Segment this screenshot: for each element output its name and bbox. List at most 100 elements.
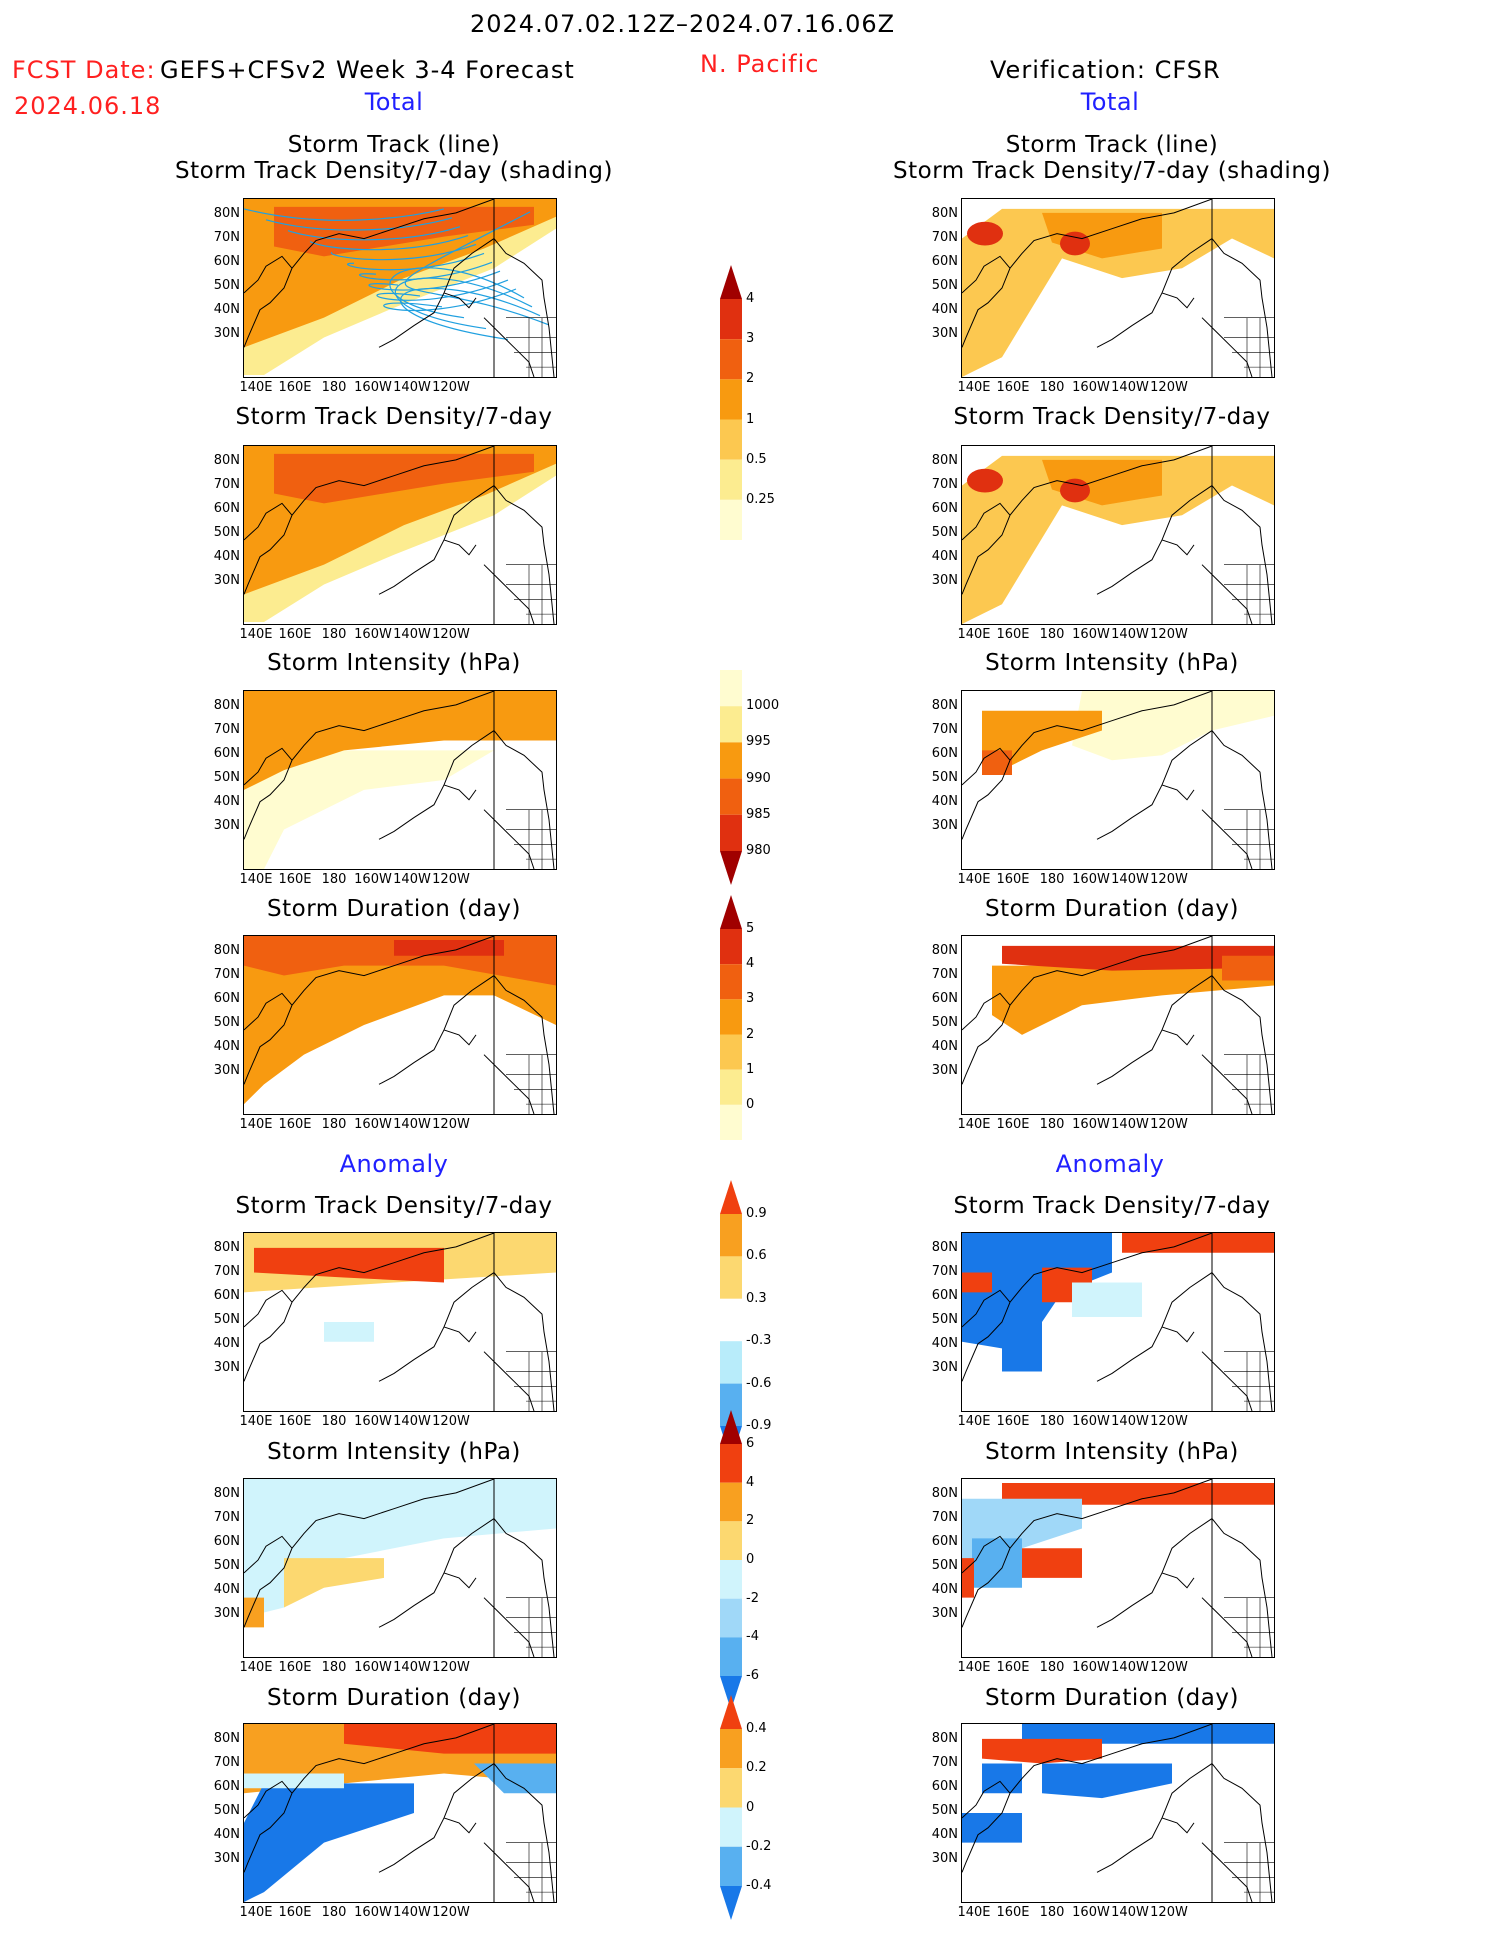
lat-tick-label: 30N [213,1360,240,1375]
lat-tick-label: 30N [213,1851,240,1866]
lat-tick-label: 80N [931,206,958,221]
lon-tick-label: 140E [957,1414,991,1429]
colorbar-swatch [720,999,742,1035]
region-label: N. Pacific [700,50,820,78]
lat-tick-label: 60N [213,991,240,1006]
colorbar-label: 995 [746,734,771,750]
lon-tick-label: 120W [432,1905,470,1920]
map-area [243,1478,557,1658]
shading-region [962,208,1274,377]
storm-track-line [331,243,477,261]
lon-tick-label: 160W [354,1905,392,1920]
shading-region [1072,691,1274,761]
lat-tick-label: 50N [931,770,958,785]
lat-tick-label: 80N [213,698,240,713]
lon-tick-label: 160E [278,380,312,395]
lon-tick-label: 120W [432,380,470,395]
colorbar-label: 0.2 [746,1760,767,1776]
storm-track-line [309,235,469,251]
lon-tick-label: 120W [432,872,470,887]
colorbar-label: 0.3 [746,1290,767,1306]
shading-region [967,468,1003,493]
colorbar-label: 1000 [746,698,780,714]
coastline [244,199,555,377]
map-panel-left-2: 80N 70N 60N 50N 40N 30N 140E 160E 180 160W 140W 120… [198,690,560,900]
coastline [244,691,555,869]
colorbar-swatch [720,1444,742,1483]
lon-tick-label: 180 [1039,872,1065,887]
storm-track-line [389,267,525,319]
lat-tick-label: 50N [931,278,958,293]
total-label-right: Total [1080,88,1140,116]
colorbar-label: 0.4 [746,1721,767,1736]
map-area [961,935,1275,1115]
storm-track-line [265,217,453,231]
lon-tick-label: 160W [1072,380,1110,395]
panel-title-left-0b: Storm Track Density/7-day (shading) [175,158,613,184]
colorbar-swatch [720,1695,742,1729]
shading-region [967,221,1003,246]
shading-region [244,1783,414,1902]
colorbar-swatch [720,1256,742,1299]
colorbar-swatch [720,1341,742,1384]
map-panel-right-2: 80N 70N 60N 50N 40N 30N 140E 160E 180 160W 140W 120… [916,690,1278,900]
lon-tick-label: 160E [996,1660,1030,1675]
state-borders [506,1054,556,1114]
lat-tick-label: 60N [931,746,958,761]
colorbar-swatch [720,459,742,500]
shading-region [1042,1763,1172,1799]
colorbar-duration_anom: 0.4 0.2 0 -0.2 -0.4 [716,1695,796,1920]
shading-region [244,750,494,869]
map-shading [962,1724,1274,1902]
lon-tick-label: 140E [957,627,991,642]
storm-track-line [347,252,485,271]
lat-tick-label: 80N [213,453,240,468]
colorbar-label: 4 [746,291,755,306]
lat-tick-label: 40N [213,302,240,317]
state-borders [506,1842,556,1902]
lat-tick-label: 60N [213,501,240,516]
lon-tick-label: 140E [239,380,273,395]
coastline [962,691,1273,869]
map-area [961,1232,1275,1412]
state-borders [506,317,556,377]
lat-tick-label: 50N [213,770,240,785]
colorbar-label: 985 [746,806,771,822]
lon-tick-label: 180 [1039,1117,1065,1132]
lon-tick-label: 180 [321,1414,347,1429]
lon-tick-label: 120W [1150,1905,1188,1920]
colorbar-label: 3 [746,331,755,347]
lon-tick-label: 140E [957,380,991,395]
lat-tick-label: 50N [931,1803,958,1818]
lat-tick-label: 40N [213,794,240,809]
map-panel-left-6: 80N 70N 60N 50N 40N 30N 140E 160E 180 160W 140W 120… [198,1723,560,1933]
colorbar-density_anom: 0.9 0.6 0.3 -0.3 -0.6 -0.9 [716,1180,796,1460]
lon-tick-label: 160E [996,380,1030,395]
colorbar-label: -0.9 [746,1418,772,1433]
colorbar-label: 1 [746,1061,755,1077]
lon-tick-label: 140E [957,1117,991,1132]
lat-tick-label: 80N [931,1486,958,1501]
colorbar-swatch [720,814,742,851]
lon-tick-label: 140W [1111,380,1149,395]
panel-title-right-4: Storm Track Density/7-day [953,1193,1271,1219]
lon-tick-label: 140E [239,872,273,887]
lon-tick-label: 140W [1111,1117,1149,1132]
shading-region [284,1558,384,1608]
colorbar-label: 990 [746,770,771,786]
state-borders [1224,564,1274,624]
lat-tick-label: 40N [931,1039,958,1054]
lat-tick-label: 70N [931,1755,958,1770]
map-shading [244,446,556,624]
colorbar-label: -6 [746,1668,759,1683]
lat-tick-label: 40N [213,1827,240,1842]
panel-title-right-3: Storm Duration (day) [985,896,1239,922]
colorbar-label: 980 [746,843,771,858]
colorbar-swatch [720,1598,742,1638]
map-area [961,690,1275,870]
colorbar-swatch [720,1034,742,1070]
colorbar-label: 3 [746,991,755,1007]
lon-tick-label: 180 [1039,1660,1065,1675]
map-shading [962,936,1274,1114]
shading-region [962,1272,992,1293]
